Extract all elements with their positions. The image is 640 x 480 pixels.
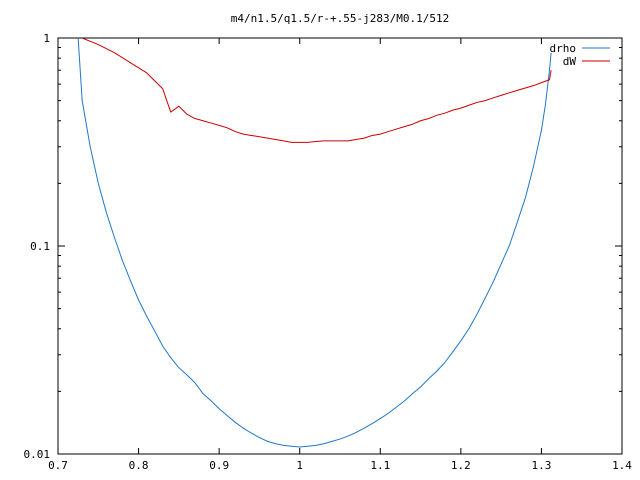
series-layer <box>77 38 552 448</box>
y-tick-label: 0.01 <box>24 448 51 461</box>
legend-label-dW: dW <box>563 55 577 68</box>
axis-ticks <box>57 37 623 455</box>
x-tick-labels: 0.7 0.8 0.9 1 1.1 1.2 1.3 1.4 <box>48 459 632 472</box>
x-tick-label: 1.1 <box>370 459 390 472</box>
y-tick-label: 1 <box>43 32 50 45</box>
plot-frame <box>57 37 623 455</box>
series-line-drho <box>77 38 552 448</box>
x-tick-label: 0.8 <box>129 459 149 472</box>
x-tick-label: 1.3 <box>531 459 551 472</box>
x-tick-label: 1.2 <box>451 459 471 472</box>
y-tick-label: 0.1 <box>30 240 50 253</box>
x-tick-label: 1.4 <box>612 459 632 472</box>
y-tick-labels: 0.01 0.1 1 <box>24 32 51 461</box>
series-line-dW <box>81 38 552 143</box>
legend-label-drho: drho <box>550 42 577 55</box>
x-tick-label: 0.7 <box>48 459 68 472</box>
x-tick-label: 1 <box>296 459 303 472</box>
chart-title: m4/n1.5/q1.5/r-+.55-j283/M0.1/512 <box>231 12 450 25</box>
x-tick-label: 0.9 <box>209 459 229 472</box>
